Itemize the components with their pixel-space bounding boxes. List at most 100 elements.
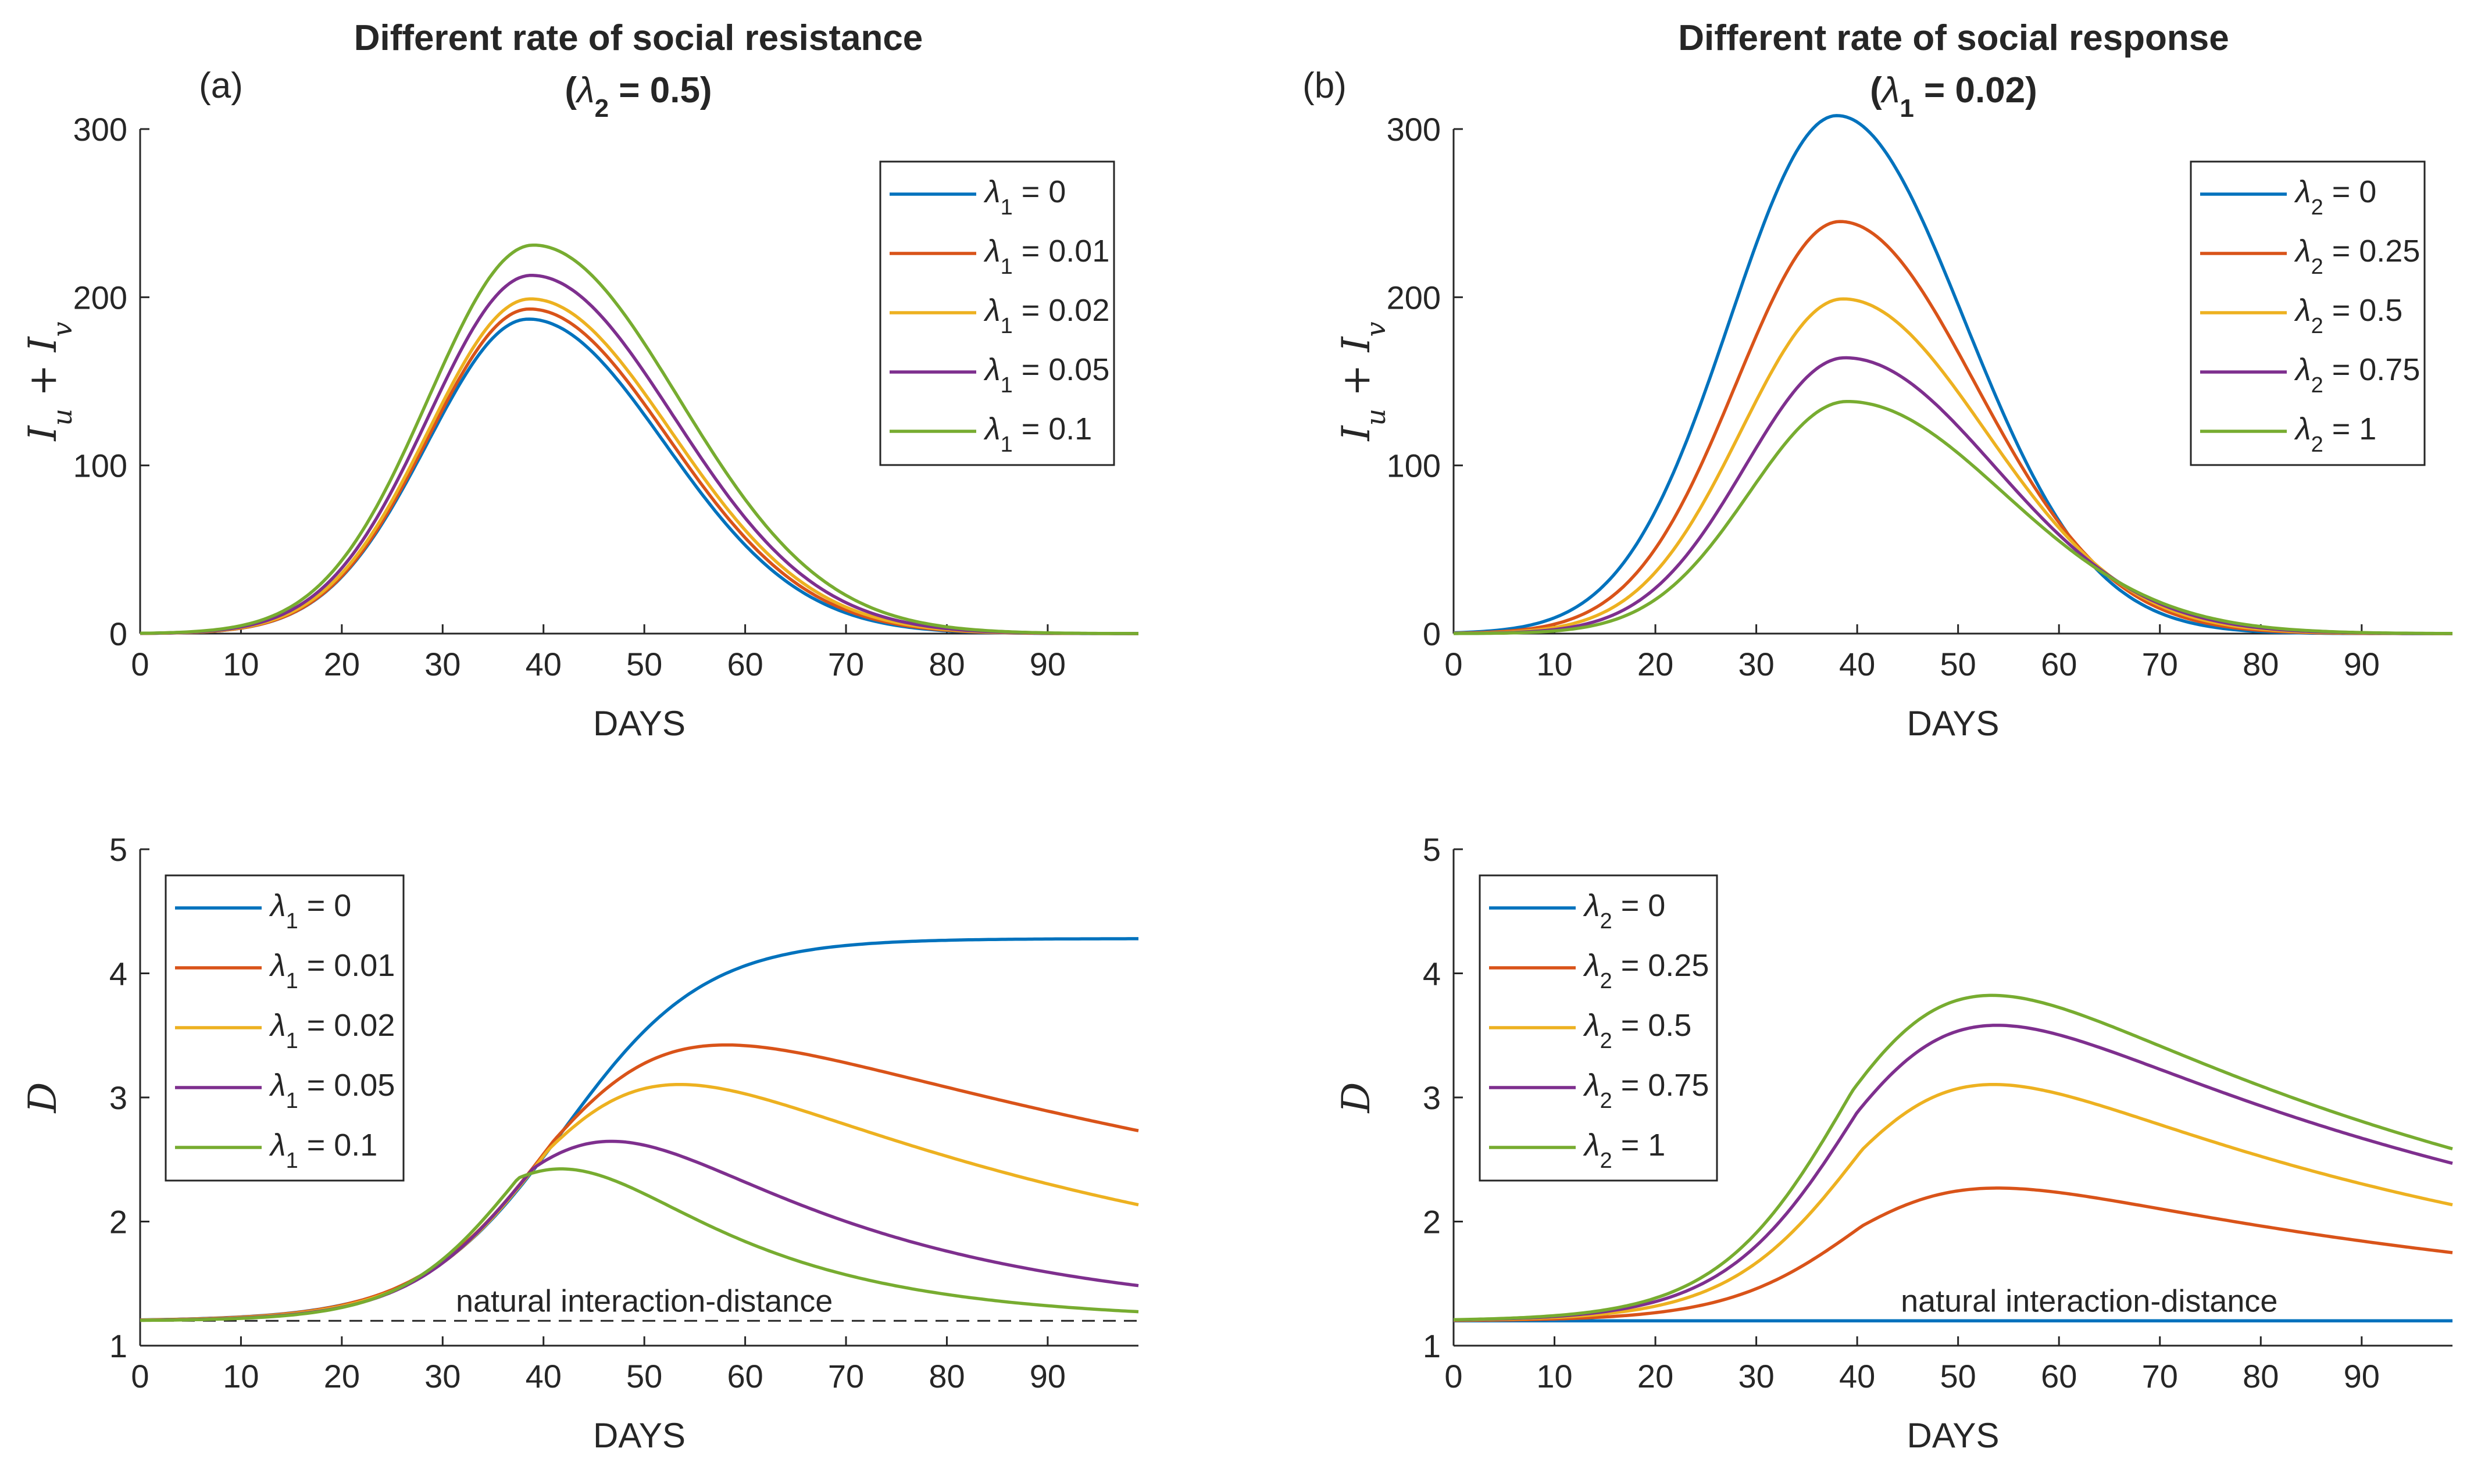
x-tick-label: 70	[2142, 646, 2178, 682]
x-axis-label: DAYS	[1907, 1416, 2000, 1455]
x-axis-label: DAYS	[1907, 704, 2000, 743]
x-tick-label: 50	[1940, 1358, 1976, 1394]
x-tick-label: 30	[1738, 646, 1774, 682]
x-tick-label: 40	[1839, 646, 1875, 682]
series-line-3	[1454, 1082, 2453, 1322]
legend-entry-label: λ1 = 0	[269, 888, 351, 934]
legend-entry-label: λ2 = 1	[1583, 1128, 1665, 1173]
x-tick-label: 20	[324, 646, 360, 682]
x-tick-label: 60	[2041, 646, 2077, 682]
x-tick-label: 0	[1444, 1358, 1462, 1394]
legend: λ1 = 0 λ1 = 0.01 λ1 = 0.02 λ1 = 0.05 λ1 = 0.…	[165, 874, 405, 1182]
legend: λ2 = 0 λ2 = 0.25 λ2 = 0.5 λ2 = 0.75 λ2 = 1	[2190, 160, 2426, 466]
x-tick-label: 30	[1738, 1358, 1774, 1394]
x-tick-label: 10	[223, 1358, 259, 1394]
legend-entry-label: λ2 = 0.75	[1583, 1068, 1709, 1113]
x-tick-label: 20	[1637, 646, 1673, 682]
y-tick-label: 3	[109, 1079, 127, 1116]
legend-entry-label: λ1 = 0	[983, 174, 1066, 220]
y-tick-label: 300	[1387, 111, 1441, 148]
y-tick-label: 4	[109, 956, 127, 992]
x-tick-label: 50	[1940, 646, 1976, 682]
legend: λ2 = 0 λ2 = 0.25 λ2 = 0.5 λ2 = 0.75 λ2 = 1	[1479, 874, 1718, 1182]
y-tick-label: 200	[1387, 279, 1441, 316]
y-tick-label: 5	[1423, 831, 1441, 868]
panel-b-title-line2: (λ1 = 0.02)	[1870, 70, 2037, 123]
legend-entry-label: λ1 = 0.05	[983, 352, 1109, 398]
y-tick-label: 0	[1423, 616, 1441, 652]
legend-entry-label: λ2 = 0.5	[1583, 1008, 1691, 1053]
y-axis-label: Iu + Iv	[20, 321, 78, 441]
panel-a-title-line1: Different rate of social resistance	[354, 18, 923, 58]
y-tick-label: 100	[1387, 448, 1441, 484]
x-tick-label: 20	[1637, 1358, 1673, 1394]
panel-b-letter: (b)	[1302, 66, 1347, 106]
legend: λ1 = 0 λ1 = 0.01 λ1 = 0.02 λ1 = 0.05 λ1 = 0.…	[879, 160, 1115, 466]
y-tick-label: 5	[109, 831, 127, 868]
series-line-5	[1453, 993, 2453, 1322]
y-tick-label: 2	[109, 1204, 127, 1240]
x-tick-label: 90	[1030, 1358, 1066, 1394]
y-tick-label: 300	[73, 111, 127, 148]
x-tick-label: 10	[1536, 1358, 1572, 1394]
x-tick-label: 80	[2243, 646, 2279, 682]
y-tick-label: 1	[109, 1328, 127, 1364]
legend-entry-label: λ2 = 0	[2294, 174, 2376, 220]
legend-entry-label: λ2 = 1	[2294, 412, 2376, 457]
y-tick-label: 200	[73, 279, 127, 316]
x-tick-label: 80	[929, 646, 965, 682]
chart-top-right: 0 10 20 30 40 50 60 70 80 90 0 100 200 300 DAYS Iu + Iv…	[1334, 111, 2452, 743]
legend-entry-label: λ1 = 0.01	[983, 234, 1109, 279]
legend-entry-label: λ2 = 0.25	[1583, 948, 1709, 993]
y-axis-label: D	[1334, 1082, 1379, 1114]
panel-b-title-line1: Different rate of social response	[1678, 18, 2229, 58]
x-tick-label: 80	[2243, 1358, 2279, 1394]
x-tick-label: 80	[929, 1358, 965, 1394]
x-tick-label: 90	[2344, 646, 2380, 682]
x-axis-label: DAYS	[593, 704, 686, 743]
x-tick-label: 10	[223, 646, 259, 682]
y-tick-label: 100	[73, 448, 127, 484]
legend-entry-label: λ1 = 0.01	[269, 948, 395, 993]
x-tick-label: 40	[1839, 1358, 1875, 1394]
y-axis-label: Iu + Iv	[1334, 321, 1391, 441]
series-line-2	[1454, 1186, 2453, 1322]
x-tick-label: 50	[626, 646, 662, 682]
panel-a-title-line2: (λ2 = 0.5)	[565, 70, 712, 123]
x-tick-label: 10	[1536, 646, 1572, 682]
series-line-5	[140, 243, 1138, 635]
y-tick-label: 0	[109, 616, 127, 652]
x-tick-label: 30	[424, 646, 460, 682]
panel-a-letter: (a)	[199, 66, 243, 106]
reference-line-label: natural interaction-distance	[1901, 1283, 2277, 1318]
x-tick-label: 0	[131, 646, 149, 682]
x-tick-label: 60	[727, 1358, 763, 1394]
legend-entry-label: λ2 = 0	[1583, 888, 1665, 934]
x-tick-label: 90	[1030, 646, 1066, 682]
x-tick-label: 70	[2142, 1358, 2178, 1394]
x-tick-label: 0	[131, 1358, 149, 1394]
x-tick-label: 0	[1444, 646, 1462, 682]
chart-top-left: 0 10 20 30 40 50 60 70 80 90 0 100 200 300 DAYS Iu + Iv…	[20, 111, 1139, 743]
x-tick-label: 70	[828, 1358, 864, 1394]
x-axis-label: DAYS	[593, 1416, 686, 1455]
legend-entry-label: λ1 = 0.05	[269, 1068, 395, 1113]
legend-entry-label: λ1 = 0.02	[269, 1008, 395, 1053]
x-tick-label: 60	[2041, 1358, 2077, 1394]
x-tick-label: 50	[626, 1358, 662, 1394]
x-tick-label: 90	[2344, 1358, 2380, 1394]
series-line-4	[1453, 1024, 2453, 1322]
x-tick-label: 40	[526, 1358, 562, 1394]
legend-entry-label: λ1 = 0.02	[983, 293, 1109, 338]
x-tick-label: 60	[727, 646, 763, 682]
legend-entry-label: λ2 = 0.75	[2294, 352, 2420, 398]
y-tick-label: 4	[1423, 956, 1441, 992]
legend-entry-label: λ2 = 0.25	[2294, 234, 2420, 279]
legend-entry-label: λ2 = 0.5	[2294, 293, 2402, 338]
reference-line-label: natural interaction-distance	[456, 1283, 833, 1318]
legend-entry-label: λ1 = 0.1	[269, 1128, 377, 1173]
x-tick-label: 70	[828, 646, 864, 682]
